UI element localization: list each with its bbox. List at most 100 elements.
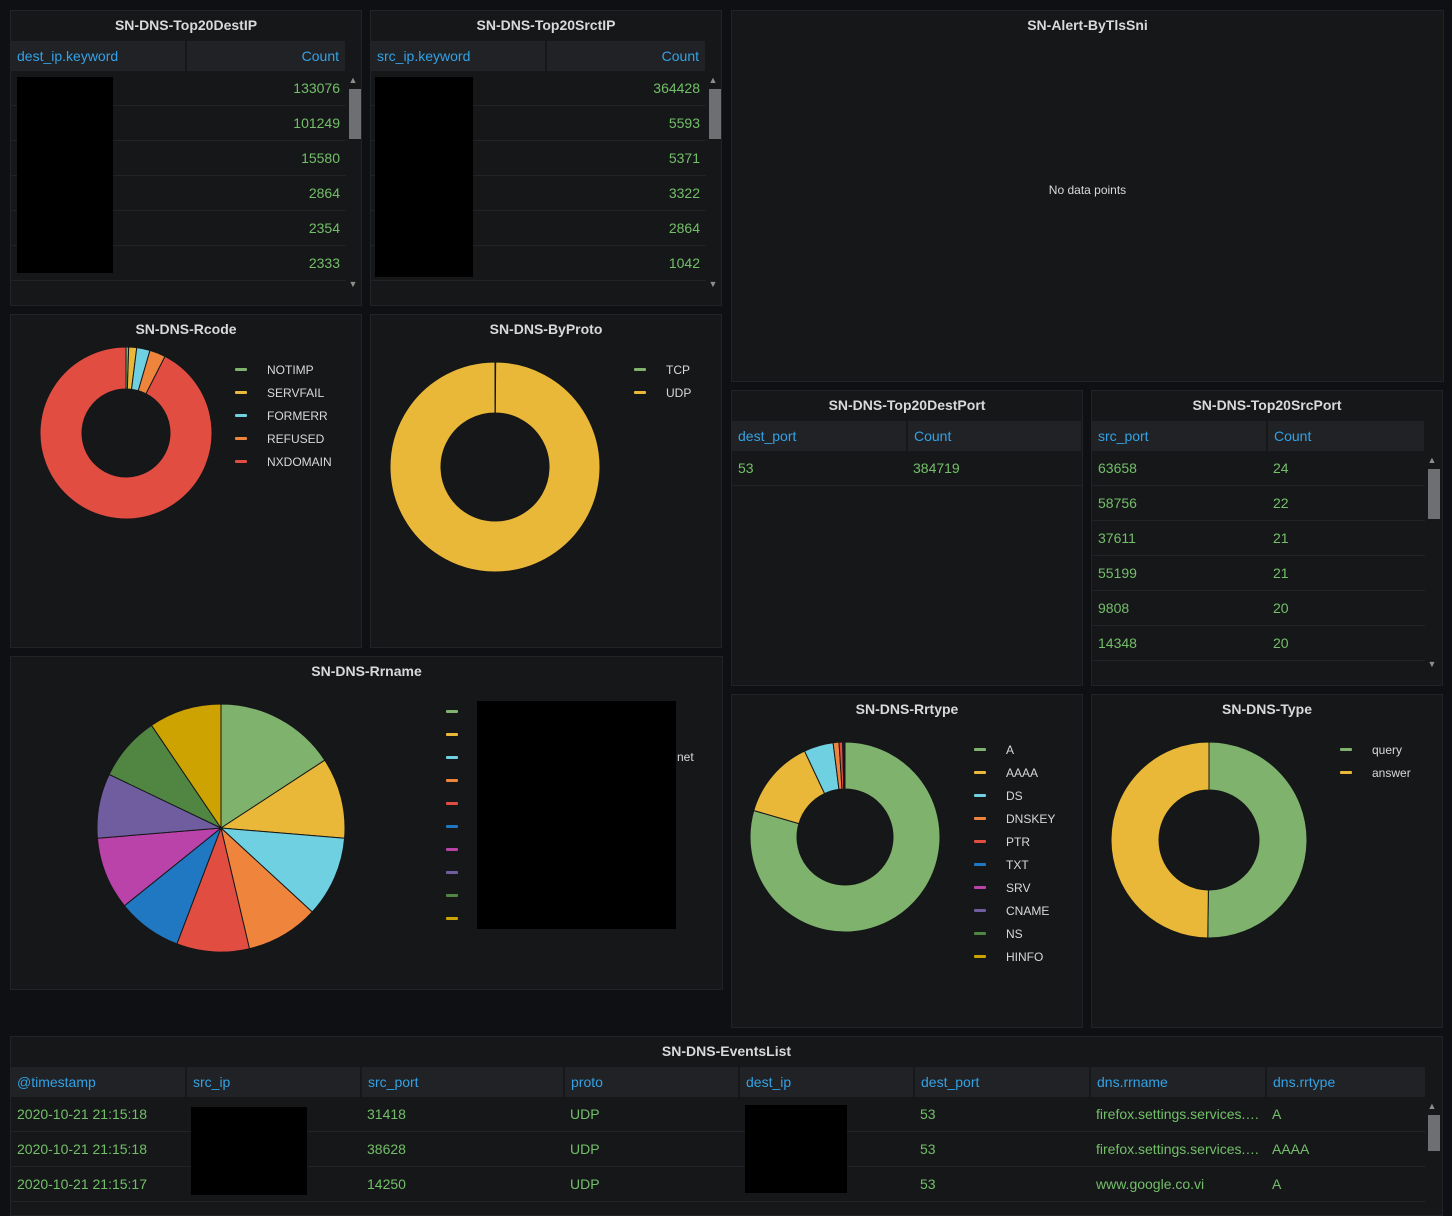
scroll-up-icon[interactable]: ▲	[1426, 1101, 1438, 1111]
column-header-rrname[interactable]: dns.rrname	[1090, 1067, 1266, 1097]
count-cell: 364428	[546, 71, 706, 106]
legend-item[interactable]	[446, 700, 478, 723]
legend-swatch	[446, 756, 458, 759]
legend-item[interactable]: A	[974, 738, 1055, 761]
legend-item[interactable]	[446, 884, 478, 907]
proto-cell: UDP	[564, 1097, 739, 1132]
legend-item[interactable]: AAAA	[974, 761, 1055, 784]
legend-item[interactable]: CNAME	[974, 899, 1055, 922]
legend-item[interactable]: SRV	[974, 876, 1055, 899]
dest-port-cell: 53	[732, 451, 907, 486]
legend-item[interactable]: UDP	[634, 381, 691, 404]
legend-item[interactable]	[446, 723, 478, 746]
rrtype-legend: A AAAA DS DNSKEY PTR TXT SRV CNAME NS HI…	[974, 738, 1055, 968]
legend-swatch	[446, 894, 458, 897]
legend-item[interactable]	[446, 746, 478, 769]
panel-title: SN-DNS-Top20SrctIP	[371, 17, 721, 33]
legend-item[interactable]	[446, 861, 478, 884]
count-cell: 133076	[186, 71, 346, 106]
legend-swatch	[1340, 771, 1352, 774]
scroll-thumb[interactable]	[1428, 469, 1440, 519]
rrtype-cell: AAAA	[1266, 1132, 1426, 1167]
src-port-cell: 14250	[361, 1167, 564, 1202]
legend-swatch	[446, 779, 458, 782]
legend-item[interactable]	[446, 838, 478, 861]
count-cell: 2864	[186, 176, 346, 211]
rrname-cell: firefox.settings.services.mozilla.com	[1090, 1132, 1266, 1167]
panel-title: SN-Alert-ByTlsSni	[732, 17, 1443, 33]
count-cell: 384719	[907, 451, 1082, 486]
column-header-proto[interactable]: proto	[564, 1067, 739, 1097]
scroll-up-icon[interactable]: ▲	[707, 75, 719, 85]
legend-item[interactable]: REFUSED	[235, 427, 332, 450]
redacted-block	[375, 77, 473, 277]
legend-item[interactable]	[446, 907, 478, 930]
table-scrollbar[interactable]: ▲	[1426, 1101, 1438, 1211]
legend-item[interactable]: TXT	[974, 853, 1055, 876]
column-header-rrtype[interactable]: dns.rrtype	[1266, 1067, 1426, 1097]
count-cell: 2864	[546, 211, 706, 246]
legend-item[interactable]: HINFO	[974, 945, 1055, 968]
pie-slice-query[interactable]	[1208, 742, 1307, 938]
legend-label: REFUSED	[267, 432, 324, 446]
scroll-up-icon[interactable]: ▲	[347, 75, 359, 85]
column-header-count[interactable]: Count	[907, 421, 1082, 451]
legend-item[interactable]: query	[1340, 738, 1411, 761]
legend-label: PTR	[1006, 835, 1030, 849]
src-port-cell: 63658	[1092, 451, 1267, 486]
pie-slice-nxdomain[interactable]	[40, 347, 212, 519]
column-header-dest-ip[interactable]: dest_ip	[739, 1067, 914, 1097]
legend-item[interactable]: NOTIMP	[235, 358, 332, 381]
pie-slice-udp[interactable]	[390, 362, 600, 572]
legend-item[interactable]: TCP	[634, 358, 691, 381]
legend-label: SRV	[1006, 881, 1030, 895]
legend-item[interactable]	[446, 792, 478, 815]
table-scrollbar[interactable]: ▲ ▼	[1426, 455, 1438, 671]
count-cell: 22	[1267, 486, 1425, 521]
legend-item[interactable]: FORMERR	[235, 404, 332, 427]
table-scrollbar[interactable]: ▲ ▼	[347, 75, 359, 291]
legend-item[interactable]: NS	[974, 922, 1055, 945]
count-cell: 21	[1267, 556, 1425, 591]
scroll-down-icon[interactable]: ▼	[707, 279, 719, 289]
column-header-dest-ip[interactable]: dest_ip.keyword	[11, 41, 186, 71]
legend-item[interactable]: answer	[1340, 761, 1411, 784]
column-header-src-ip[interactable]: src_ip	[186, 1067, 361, 1097]
column-header-count[interactable]: Count	[1267, 421, 1425, 451]
legend-item[interactable]	[446, 769, 478, 792]
column-header-src-port[interactable]: src_port	[1092, 421, 1267, 451]
count-cell: 2333	[186, 246, 346, 281]
column-header-timestamp[interactable]: @timestamp	[11, 1067, 186, 1097]
column-header-dest-port[interactable]: dest_port	[732, 421, 907, 451]
column-header-src-port[interactable]: src_port	[361, 1067, 564, 1097]
table-scrollbar[interactable]: ▲ ▼	[707, 75, 719, 291]
scroll-thumb[interactable]	[1428, 1115, 1440, 1151]
legend-item[interactable]: SERVFAIL	[235, 381, 332, 404]
legend-item[interactable]: DNSKEY	[974, 807, 1055, 830]
legend-swatch	[974, 771, 986, 774]
column-header-count[interactable]: Count	[186, 41, 346, 71]
column-header-src-ip[interactable]: src_ip.keyword	[371, 41, 546, 71]
scroll-thumb[interactable]	[709, 89, 721, 139]
legend-item[interactable]: DS	[974, 784, 1055, 807]
scroll-up-icon[interactable]: ▲	[1426, 455, 1438, 465]
column-header-dest-port[interactable]: dest_port	[914, 1067, 1090, 1097]
legend-swatch	[974, 748, 986, 751]
scroll-thumb[interactable]	[349, 89, 361, 139]
legend-item[interactable]: PTR	[974, 830, 1055, 853]
panel-title: SN-DNS-Top20SrcPort	[1092, 397, 1442, 413]
scroll-down-icon[interactable]: ▼	[347, 279, 359, 289]
legend-item[interactable]	[446, 815, 478, 838]
panel-byproto: SN-DNS-ByProto TCP UDP	[370, 314, 722, 648]
legend-swatch	[974, 909, 986, 912]
panel-top20-src-port: SN-DNS-Top20SrcPort src_port Count 63658…	[1091, 390, 1443, 686]
legend-label: CNAME	[1006, 904, 1049, 918]
column-header-count[interactable]: Count	[546, 41, 706, 71]
rrname-legend	[446, 700, 478, 930]
legend-swatch	[974, 886, 986, 889]
scroll-down-icon[interactable]: ▼	[1426, 659, 1438, 669]
pie-slice-answer[interactable]	[1111, 742, 1209, 938]
legend-item[interactable]: NXDOMAIN	[235, 450, 332, 473]
redacted-block	[191, 1107, 307, 1195]
